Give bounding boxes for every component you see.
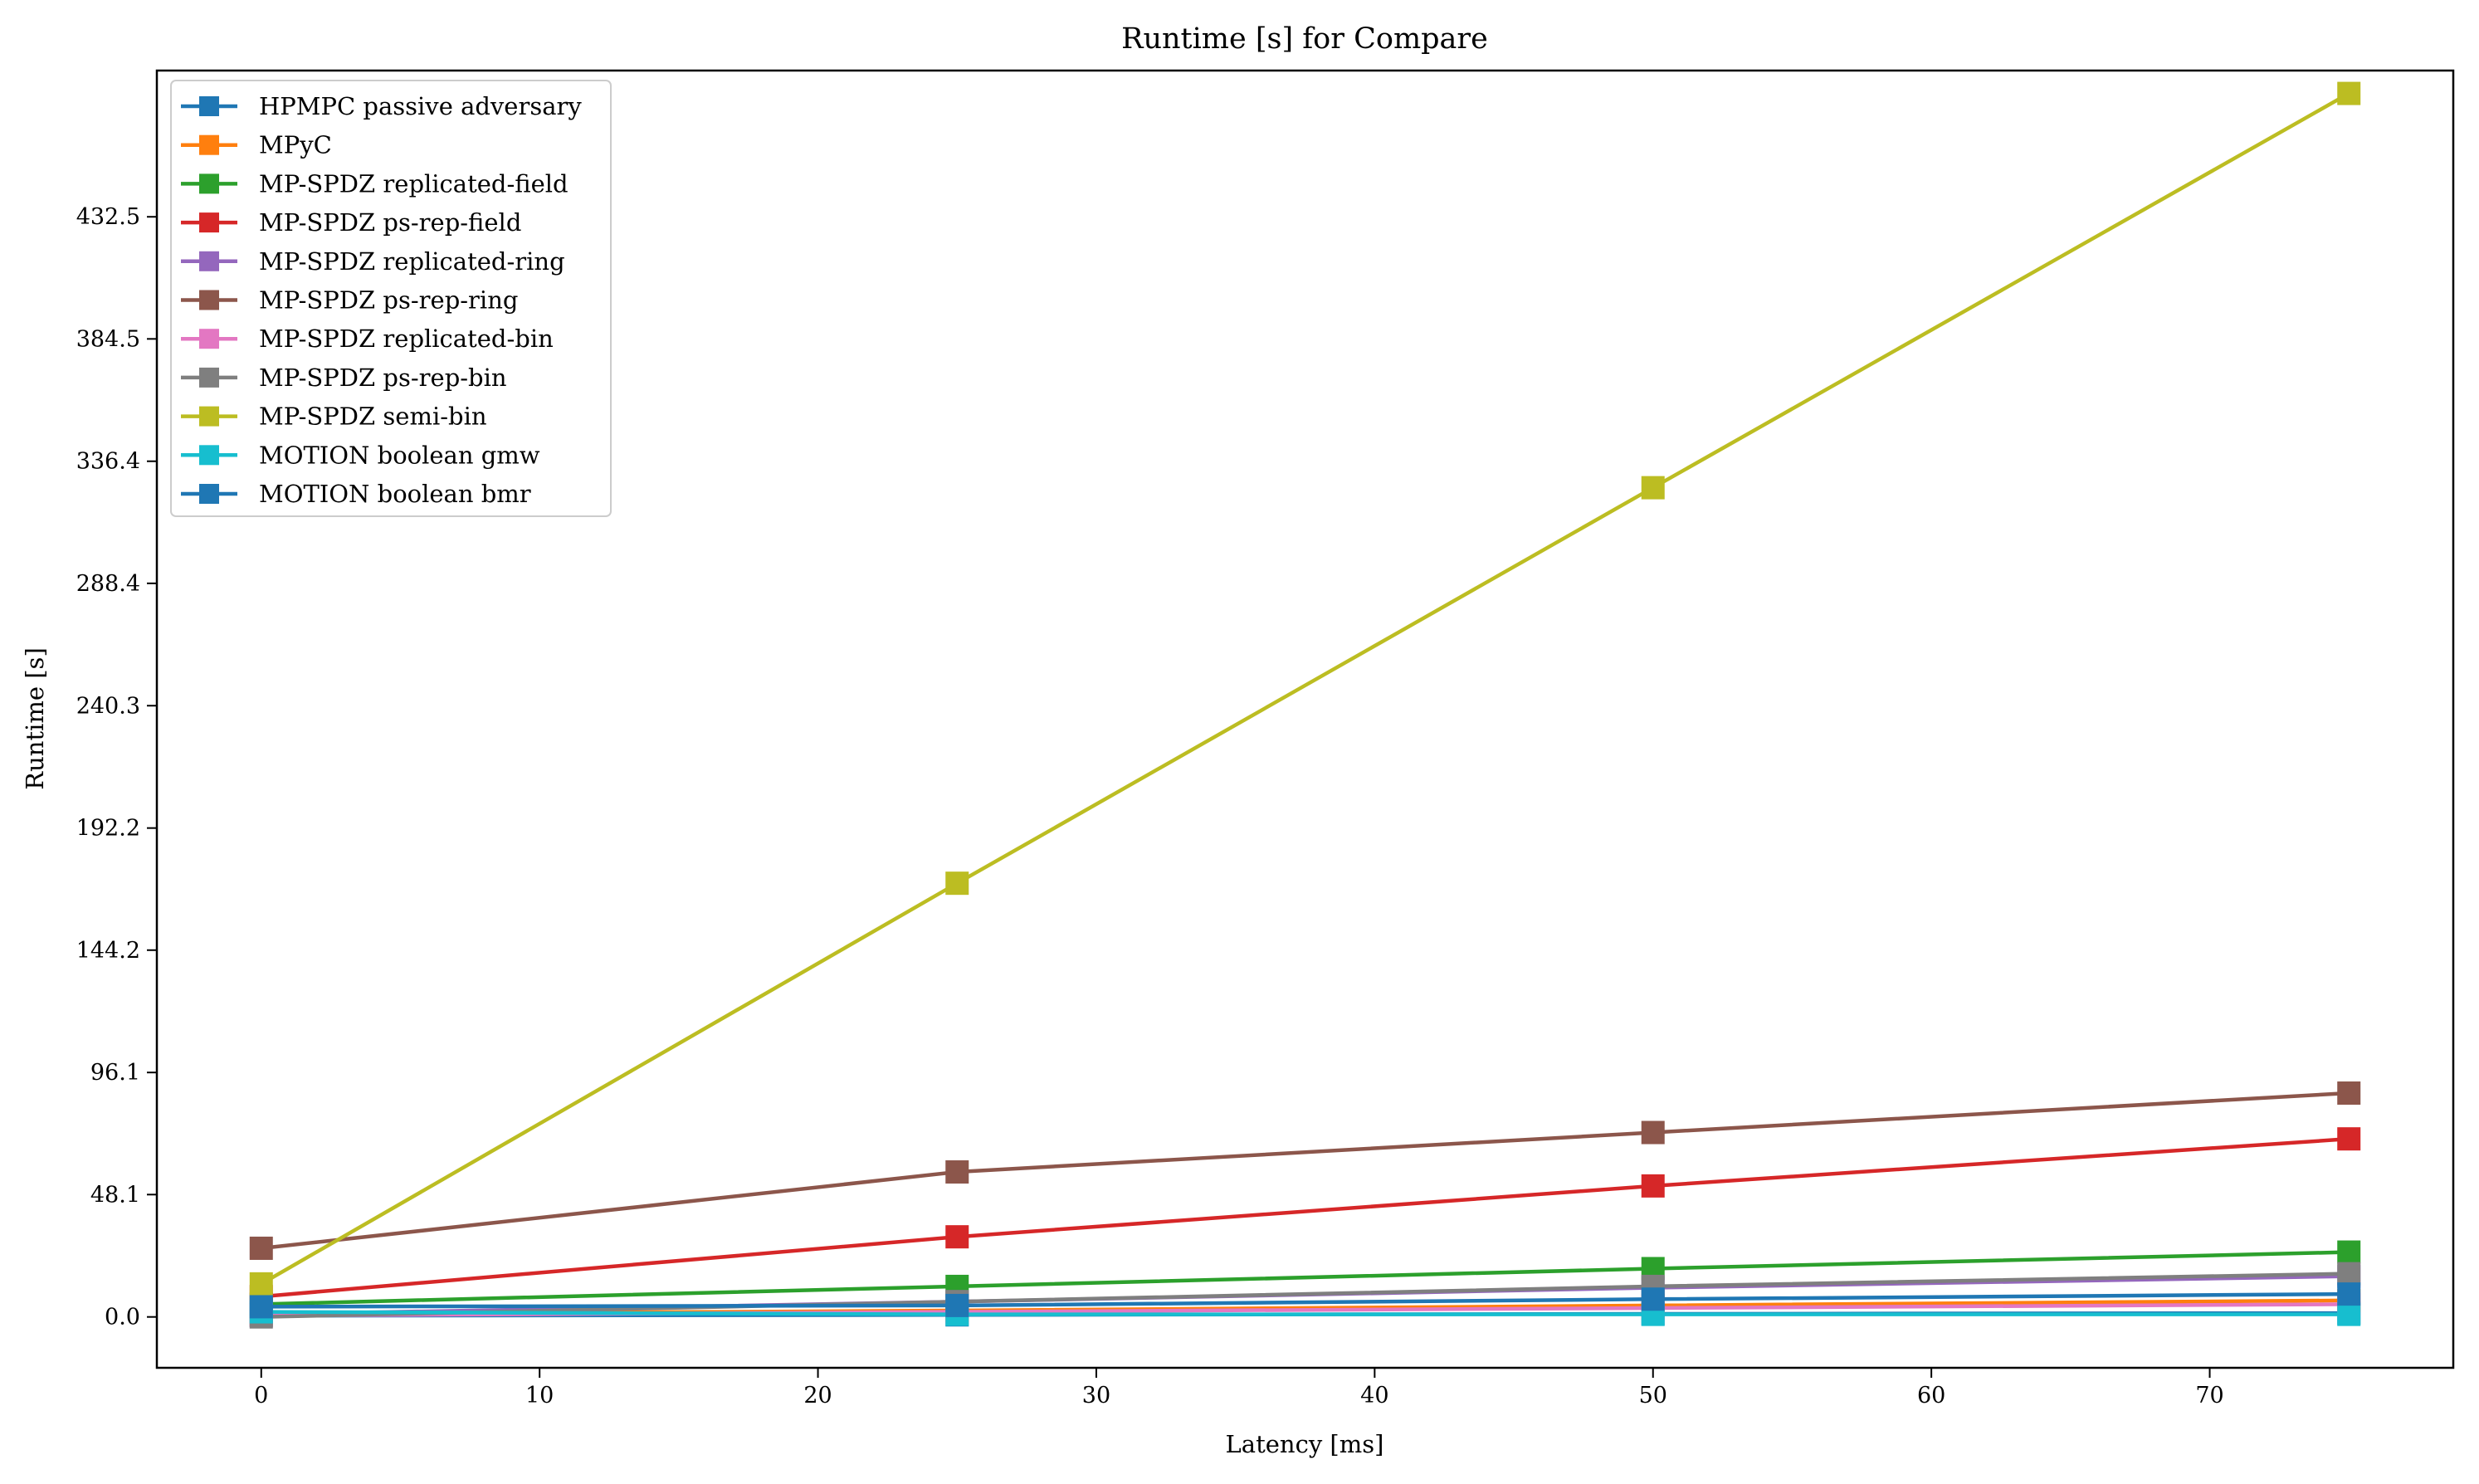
data-point <box>945 1225 969 1249</box>
y-tick-label: 96.1 <box>90 1060 140 1086</box>
data-point <box>945 1160 969 1184</box>
series-line <box>259 1272 2351 1319</box>
legend-item: MOTION boolean bmr <box>181 480 531 508</box>
y-tick-label: 0.0 <box>105 1305 140 1330</box>
series-layer <box>249 81 2361 1329</box>
data-point <box>2337 1240 2361 1264</box>
y-tick-label: 288.4 <box>76 571 140 597</box>
plot-frame <box>155 69 2455 1369</box>
legend-marker <box>199 173 219 194</box>
legend-label: MOTION boolean bmr <box>259 480 531 508</box>
x-axis-title: Latency [ms] <box>1226 1430 1384 1458</box>
y-tick-label: 240.3 <box>76 693 140 719</box>
series-line <box>259 1250 2351 1306</box>
legend-marker <box>199 212 219 233</box>
x-axis: 0 10 20 30 40 50 60 70 <box>254 1368 2224 1408</box>
legend-label: MOTION boolean gmw <box>259 441 540 469</box>
legend-item: MP-SPDZ replicated-ring <box>181 247 565 276</box>
legend-item: MOTION boolean gmw <box>181 441 540 469</box>
data-point <box>945 871 969 896</box>
legend-label: MP-SPDZ replicated-field <box>259 169 569 198</box>
data-point <box>2337 1081 2361 1106</box>
series-line <box>259 1136 2351 1299</box>
legend-label: HPMPC passive adversary <box>259 92 582 120</box>
x-tick-label: 30 <box>1082 1383 1110 1408</box>
series-line <box>258 90 2352 1286</box>
legend-item: MP-SPDZ ps-rep-bin <box>181 364 507 392</box>
y-tick-label: 384.5 <box>76 326 140 352</box>
y-axis-title: Runtime [s] <box>21 647 49 790</box>
legend-marker <box>199 134 219 155</box>
legend-marker <box>199 484 219 504</box>
legend-marker <box>199 290 219 310</box>
legend-box <box>170 80 612 517</box>
legend-marker <box>199 367 219 388</box>
legend-label: MP-SPDZ replicated-ring <box>259 247 565 276</box>
series-line <box>259 1310 2351 1316</box>
x-tick-label: 50 <box>1639 1383 1667 1408</box>
legend-marker <box>199 96 219 116</box>
series-line <box>259 1291 2351 1309</box>
legend-label: MP-SPDZ replicated-bin <box>259 325 554 353</box>
data-point <box>1641 1120 1665 1145</box>
legend-item: MP-SPDZ replicated-field <box>181 169 569 198</box>
data-point <box>1641 1174 1665 1198</box>
x-tick-label: 20 <box>803 1383 832 1408</box>
x-tick-label: 0 <box>254 1383 268 1408</box>
legend-marker <box>199 445 219 466</box>
data-point <box>945 1293 969 1317</box>
chart-title: Runtime [s] for Compare <box>1121 22 1488 56</box>
legend-marker <box>199 406 219 427</box>
legend-item: HPMPC passive adversary <box>181 92 582 120</box>
x-tick-label: 40 <box>1360 1383 1388 1408</box>
data-point <box>1641 1287 1665 1311</box>
series-8 <box>249 81 2361 1296</box>
y-tick-label: 48.1 <box>90 1182 140 1208</box>
legend-marker <box>199 329 219 349</box>
data-point <box>2337 1282 2361 1306</box>
series-line <box>259 1091 2351 1251</box>
legend-marker <box>199 251 219 271</box>
y-tick-label: 432.5 <box>76 204 140 230</box>
data-point <box>2337 1302 2361 1326</box>
y-axis: 0.0 48.1 96.1 144.2 192.2 240.3 288.4 336.4 384.… <box>76 204 157 1330</box>
legend-item: MPyC <box>181 131 332 159</box>
legend-item: MP-SPDZ replicated-bin <box>181 325 554 353</box>
legend-label: MP-SPDZ semi-bin <box>259 403 487 431</box>
legend-label: MP-SPDZ ps-rep-field <box>259 208 521 237</box>
legend-label: MP-SPDZ ps-rep-bin <box>259 364 507 392</box>
data-point <box>2337 81 2361 105</box>
y-tick-label: 192.2 <box>76 816 140 842</box>
x-tick-label: 10 <box>525 1383 554 1408</box>
x-tick-label: 60 <box>1917 1383 1945 1408</box>
y-tick-label: 144.2 <box>76 938 140 964</box>
legend-label: MP-SPDZ ps-rep-ring <box>259 286 518 315</box>
data-point <box>249 1236 273 1260</box>
series-10 <box>249 1282 2361 1319</box>
legend: HPMPC passive adversary MPyC MP-SPDZ repli… <box>170 80 612 517</box>
data-point <box>2337 1127 2361 1151</box>
data-point <box>249 1295 273 1319</box>
legend-item: MP-SPDZ ps-rep-ring <box>181 286 518 315</box>
legend-label: MPyC <box>259 131 332 159</box>
y-tick-label: 336.4 <box>76 449 140 475</box>
x-tick-label: 70 <box>2195 1383 2223 1408</box>
data-point <box>2337 1262 2361 1286</box>
series-5 <box>249 1081 2361 1260</box>
legend-item: MP-SPDZ semi-bin <box>181 403 487 431</box>
data-point <box>1641 476 1665 500</box>
legend-item: MP-SPDZ ps-rep-field <box>181 208 521 237</box>
data-point <box>249 1272 273 1296</box>
